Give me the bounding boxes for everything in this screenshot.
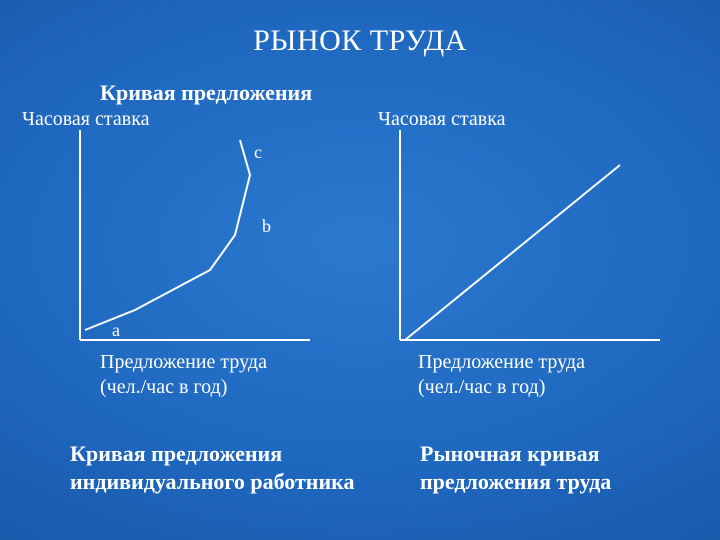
slide: РЫНОК ТРУДА Кривая предложения Часовая с… <box>0 0 720 540</box>
right-chart <box>0 0 720 540</box>
right-x-axis-label: Предложение труда (чел./час в год) <box>418 350 585 400</box>
right-supply-curve <box>405 165 620 340</box>
right-caption: Рыночная кривая предложения труда <box>420 440 611 495</box>
